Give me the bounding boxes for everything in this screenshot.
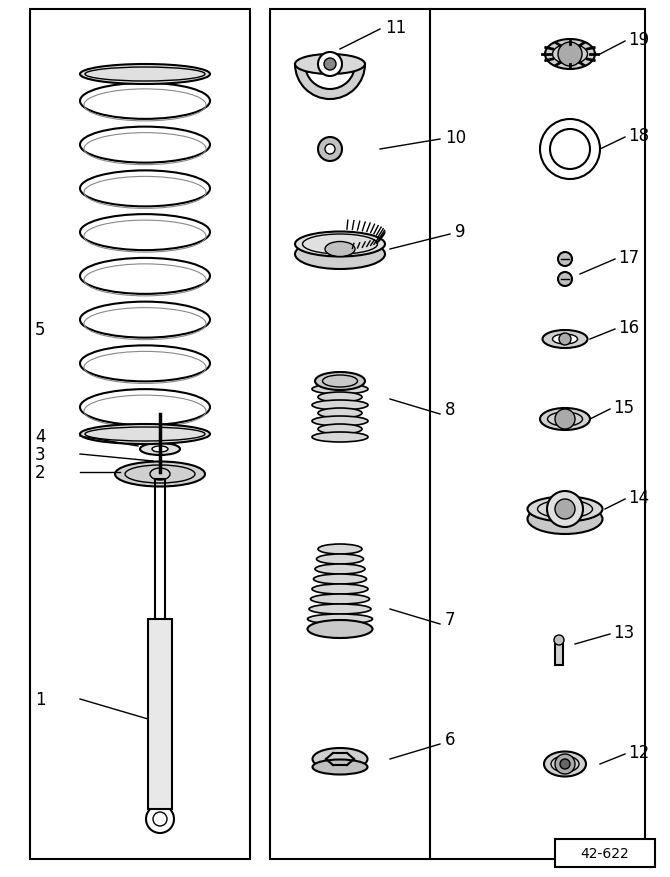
Text: 11: 11 [385, 19, 406, 37]
Text: 16: 16 [618, 318, 639, 337]
Ellipse shape [318, 393, 362, 403]
Ellipse shape [140, 444, 180, 455]
Ellipse shape [80, 424, 210, 445]
Ellipse shape [527, 497, 602, 522]
Text: 1: 1 [35, 690, 46, 709]
Ellipse shape [553, 335, 578, 345]
Ellipse shape [308, 620, 373, 638]
Ellipse shape [315, 373, 365, 390]
Text: 4: 4 [35, 427, 46, 446]
Circle shape [558, 253, 572, 267]
Ellipse shape [309, 604, 371, 614]
Ellipse shape [544, 752, 586, 777]
Ellipse shape [545, 40, 595, 70]
Bar [270, 10, 645, 859]
Ellipse shape [543, 331, 588, 348]
Text: 12: 12 [628, 743, 649, 761]
Circle shape [560, 759, 570, 769]
Circle shape [324, 59, 336, 71]
Text: 19: 19 [628, 31, 649, 49]
Circle shape [318, 53, 342, 77]
Ellipse shape [312, 384, 368, 395]
Circle shape [558, 273, 572, 287]
Text: 8: 8 [445, 401, 456, 418]
Ellipse shape [295, 55, 365, 75]
Text: 42-622: 42-622 [581, 846, 629, 860]
Ellipse shape [312, 401, 368, 410]
Circle shape [559, 333, 571, 346]
Text: 17: 17 [618, 249, 639, 267]
Text: 7: 7 [445, 610, 456, 628]
Bar [555, 640, 563, 666]
Circle shape [554, 635, 564, 645]
Ellipse shape [316, 554, 364, 565]
Circle shape [555, 410, 575, 430]
Ellipse shape [315, 565, 365, 574]
Ellipse shape [152, 446, 168, 453]
Text: 14: 14 [628, 488, 649, 506]
Wedge shape [295, 65, 365, 100]
Circle shape [555, 499, 575, 519]
Text: 3: 3 [35, 446, 46, 463]
Ellipse shape [325, 242, 355, 257]
Ellipse shape [295, 239, 385, 270]
Ellipse shape [318, 545, 362, 554]
Ellipse shape [312, 417, 368, 426]
Ellipse shape [312, 584, 368, 595]
Circle shape [555, 754, 575, 774]
Ellipse shape [312, 748, 368, 770]
Ellipse shape [318, 409, 362, 418]
Ellipse shape [80, 65, 210, 85]
Text: 9: 9 [455, 223, 466, 240]
Ellipse shape [318, 424, 362, 434]
Text: 6: 6 [445, 731, 456, 748]
Bar [30, 10, 250, 859]
Circle shape [325, 145, 335, 155]
Text: 18: 18 [628, 127, 649, 145]
Circle shape [547, 491, 583, 527]
Ellipse shape [312, 759, 368, 774]
Text: 10: 10 [445, 129, 466, 146]
Ellipse shape [312, 432, 368, 443]
Ellipse shape [314, 574, 366, 584]
Bar [148, 619, 172, 809]
Text: 5: 5 [35, 321, 46, 339]
Text: 15: 15 [613, 398, 634, 417]
Text: 2: 2 [35, 463, 46, 481]
Ellipse shape [115, 462, 205, 487]
Ellipse shape [308, 614, 373, 624]
Ellipse shape [295, 232, 385, 257]
Circle shape [558, 43, 582, 67]
Ellipse shape [540, 409, 590, 431]
Ellipse shape [310, 595, 369, 604]
Bar [555, 839, 655, 867]
Ellipse shape [527, 504, 602, 534]
Circle shape [318, 138, 342, 162]
Text: 13: 13 [613, 624, 634, 641]
